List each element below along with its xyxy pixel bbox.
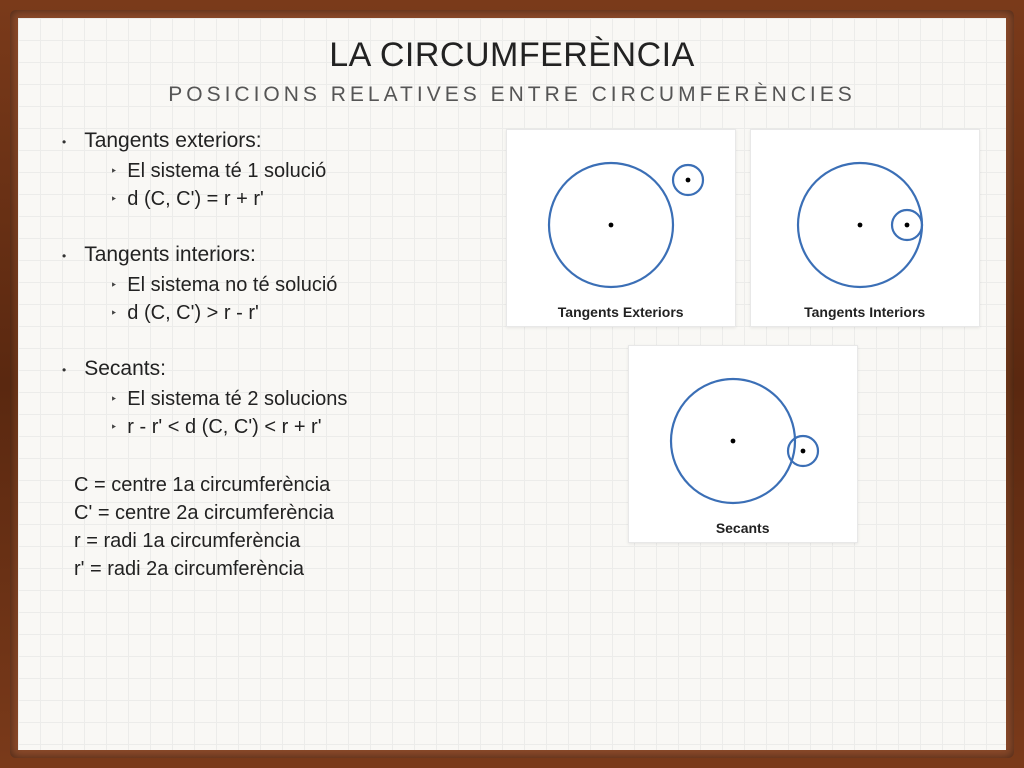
diagram-secants: Secants	[628, 345, 858, 543]
sub-bullet: ‣	[110, 413, 117, 441]
bullet-dot: •	[62, 243, 66, 269]
diagram-column: Tangents Exteriors Tangents Interiors Se…	[506, 129, 980, 583]
section-item: d (C, C') = r + r'	[127, 185, 264, 213]
section-tangents-exteriors: • Tangents exteriors: ‣ El sistema té 1 s…	[62, 129, 494, 213]
diagram-tangents-interiors: Tangents Interiors	[750, 129, 980, 327]
diagram-tangents-exteriors: Tangents Exteriors	[506, 129, 736, 327]
section-item: El sistema no té solució	[127, 271, 337, 299]
slide-frame-inner: LA CIRCUMFERÈNCIA POSICIONS RELATIVES EN…	[18, 18, 1006, 750]
diagram-svg	[516, 140, 726, 300]
diagram-caption: Tangents Exteriors	[513, 304, 729, 320]
section-item: El sistema té 1 solució	[127, 157, 326, 185]
legend-line: C' = centre 2a circumferència	[74, 499, 494, 527]
section-secants: • Secants: ‣ El sistema té 2 solucions ‣ r…	[62, 357, 494, 441]
section-item: El sistema té 2 solucions	[127, 385, 347, 413]
section-heading: Tangents interiors:	[84, 243, 337, 267]
slide-frame-outer: LA CIRCUMFERÈNCIA POSICIONS RELATIVES EN…	[10, 10, 1014, 758]
section-item: d (C, C') > r - r'	[127, 299, 259, 327]
sub-bullet: ‣	[110, 299, 117, 327]
legend-line: r' = radi 2a circumferència	[74, 555, 494, 583]
section-item: r - r' < d (C, C') < r + r'	[127, 413, 321, 441]
bullet-dot: •	[62, 129, 66, 155]
legend-line: r = radi 1a circumferència	[74, 527, 494, 555]
content-row: • Tangents exteriors: ‣ El sistema té 1 s…	[54, 129, 970, 583]
slide-title: LA CIRCUMFERÈNCIA	[54, 36, 970, 75]
diagram-caption: Secants	[635, 520, 851, 536]
bullet-dot: •	[62, 357, 66, 383]
sub-bullet: ‣	[110, 385, 117, 413]
sub-bullet: ‣	[110, 271, 117, 299]
diagram-row-top: Tangents Exteriors Tangents Interiors	[506, 129, 980, 327]
section-heading: Tangents exteriors:	[84, 129, 326, 153]
section-heading: Secants:	[84, 357, 347, 381]
diagram-svg	[638, 356, 848, 516]
section-tangents-interiors: • Tangents interiors: ‣ El sistema no té …	[62, 243, 494, 327]
diagram-svg	[760, 140, 970, 300]
diagram-caption: Tangents Interiors	[757, 304, 973, 320]
sub-bullet: ‣	[110, 157, 117, 185]
legend-block: C = centre 1a circumferència C' = centre…	[62, 471, 494, 583]
diagram-row-bottom: Secants	[506, 345, 980, 543]
slide-subtitle: POSICIONS RELATIVES ENTRE CIRCUMFERÈNCIE…	[54, 83, 970, 107]
sub-bullet: ‣	[110, 185, 117, 213]
text-column: • Tangents exteriors: ‣ El sistema té 1 s…	[54, 129, 494, 583]
legend-line: C = centre 1a circumferència	[74, 471, 494, 499]
